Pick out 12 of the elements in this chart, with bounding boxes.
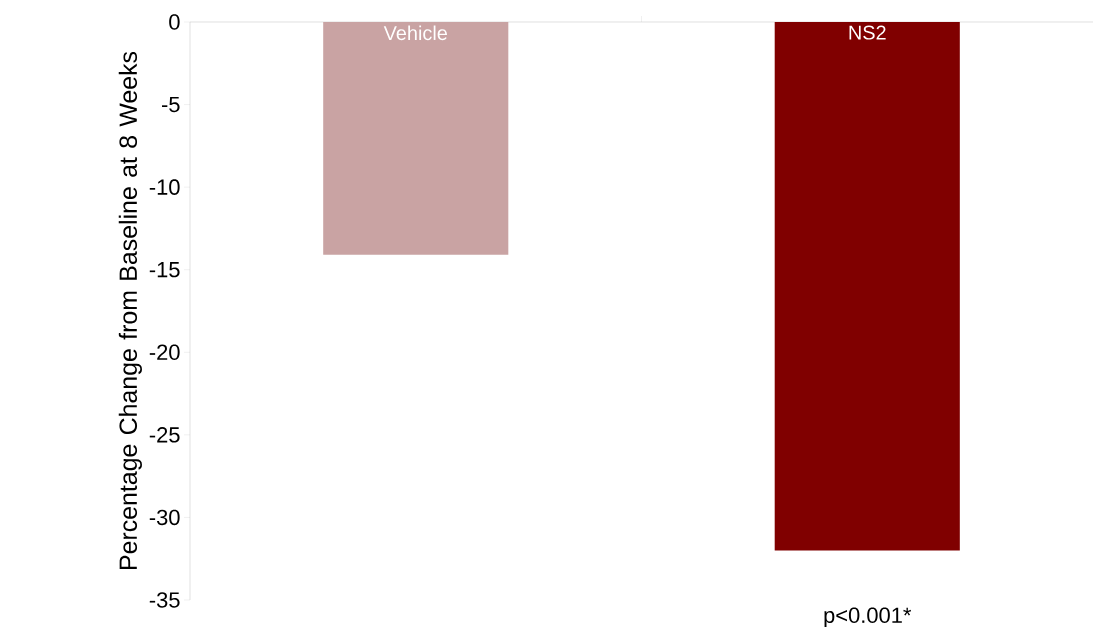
y-tick-label: -10 [149,179,180,195]
y-tick-label: -25 [149,427,180,443]
y-tick-label: -15 [149,262,180,278]
x-tick-label: NS2 [849,25,886,40]
x-tick-label: Vehicle [383,25,447,41]
y-axis-title: Percentage Change from Baseline at 8 Weeks [118,51,142,569]
y-tick-label: -20 [149,344,180,361]
y-tick-label: -5 [161,96,180,113]
text: p<0.001* [824,607,912,627]
y-tick-label: -35 [149,592,180,608]
y-tick-label: -30 [149,509,180,526]
y-tick-label: 0 [169,14,180,30]
